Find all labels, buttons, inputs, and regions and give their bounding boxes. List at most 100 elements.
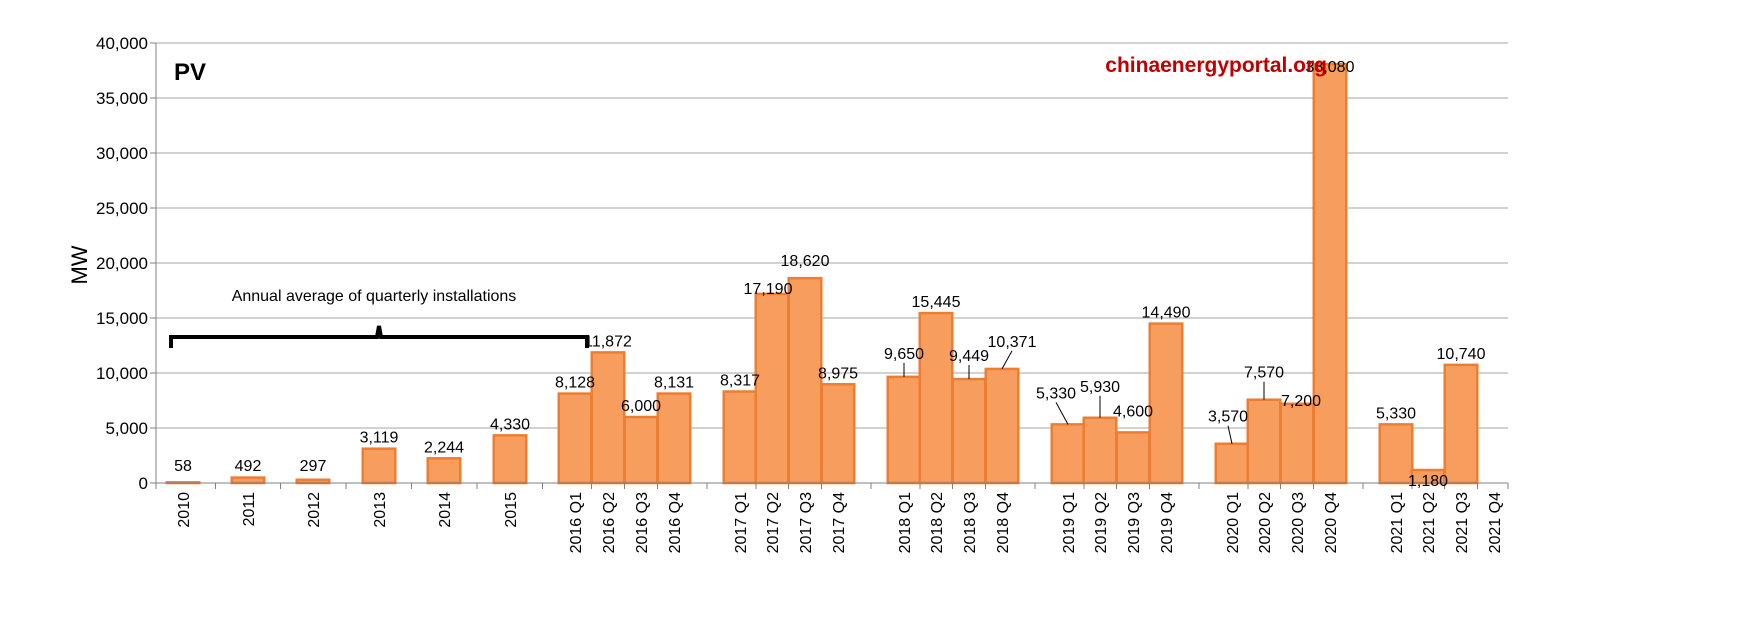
bar <box>492 434 528 485</box>
bar <box>754 292 790 485</box>
data-label: 14,490 <box>1142 305 1191 322</box>
label-leader-line <box>1001 350 1013 370</box>
y-tick-label: 25,000 <box>96 199 148 218</box>
x-tick-label: 2017 Q1 <box>733 492 750 553</box>
x-tick-label: 2018 Q4 <box>995 492 1012 553</box>
x-tick-label: 2019 Q4 <box>1159 492 1176 553</box>
x-tick-label: 2020 Q2 <box>1257 492 1274 553</box>
data-label: 8,128 <box>555 375 595 392</box>
bar <box>361 447 397 485</box>
data-label: 297 <box>300 458 327 475</box>
bar <box>1148 322 1184 485</box>
x-tick-label: 2011 <box>241 492 258 527</box>
data-label: 6,000 <box>621 398 661 415</box>
bar <box>1214 442 1250 485</box>
data-label: 7,570 <box>1244 365 1284 382</box>
bar <box>787 276 823 485</box>
bar <box>590 351 626 485</box>
data-label: 8,317 <box>720 373 760 390</box>
bar <box>1312 62 1348 485</box>
data-label: 1,180 <box>1408 473 1448 490</box>
data-label: 7,200 <box>1281 393 1321 410</box>
data-label: 8,131 <box>654 375 694 392</box>
data-label: 3,570 <box>1208 409 1248 426</box>
y-axis-ticks: 0 5,000 10,000 15,000 20,000 25,000 30,000 35,0… <box>96 34 156 493</box>
y-tick-label: 40,000 <box>96 34 148 53</box>
bar <box>656 392 692 485</box>
x-tick-label: 2014 <box>437 492 454 528</box>
x-tick-label: 2021 Q1 <box>1389 492 1406 553</box>
x-tick-label: 2021 Q4 <box>1487 492 1504 553</box>
bar <box>1115 431 1151 485</box>
data-label: 8,975 <box>818 365 858 382</box>
data-label: 17,190 <box>744 281 793 298</box>
x-tick-label: 2017 Q3 <box>798 492 815 553</box>
x-tick-label: 2019 Q1 <box>1061 492 1078 553</box>
bar <box>1050 423 1086 485</box>
y-tick-label: 20,000 <box>96 254 148 273</box>
data-label: 9,449 <box>949 348 989 365</box>
bar <box>722 390 758 485</box>
annual-average-bracket <box>169 325 589 348</box>
annual-average-note: Annual average of quarterly installation… <box>232 288 517 305</box>
x-tick-label: 2015 <box>503 492 520 528</box>
x-tick-label: 2018 Q1 <box>897 492 914 553</box>
x-tick-label: 2016 Q1 <box>568 492 585 553</box>
y-tick-label: 5,000 <box>105 419 148 438</box>
y-tick-label: 30,000 <box>96 144 148 163</box>
bar <box>1279 402 1315 485</box>
x-tick-label: 2016 Q3 <box>634 492 651 553</box>
data-label: 9,650 <box>884 346 924 363</box>
category-labels: 2010 2011 2012 2013 2014 2015 2016 Q1 2016 Q2 20… <box>176 492 1504 553</box>
label-leader-line <box>1055 402 1069 425</box>
x-tick-label: 2021 Q2 <box>1421 492 1438 553</box>
label-leader-line <box>1227 425 1233 444</box>
y-axis-title: MW <box>67 245 92 284</box>
gridlines <box>156 42 1508 429</box>
data-label: 58 <box>174 458 192 475</box>
data-label: 2,244 <box>424 439 464 456</box>
x-tick-label: 2019 Q3 <box>1126 492 1143 553</box>
x-tick-label: 2012 <box>306 492 323 528</box>
bar <box>623 415 659 485</box>
data-label: 5,330 <box>1036 385 1076 402</box>
x-tick-label: 2018 Q3 <box>962 492 979 553</box>
bar <box>1443 363 1479 485</box>
data-label: 492 <box>235 458 262 475</box>
data-labels: 58 492 297 3,119 2,244 4,330 8,128 11,872 6,000 8… <box>174 59 1485 490</box>
data-label: 4,330 <box>490 416 530 433</box>
bar <box>820 383 856 485</box>
data-label: 5,330 <box>1376 405 1416 422</box>
data-label: 11,872 <box>584 333 632 350</box>
data-label: 15,445 <box>912 294 961 311</box>
y-tick-label: 0 <box>139 474 148 493</box>
data-label: 5,930 <box>1080 379 1120 396</box>
x-tick-label: 2017 Q2 <box>765 492 782 553</box>
bar <box>426 457 462 485</box>
bar <box>984 367 1020 485</box>
y-tick-label: 35,000 <box>96 89 148 108</box>
bar <box>886 375 922 485</box>
bars <box>165 62 1479 485</box>
x-axis <box>155 43 1509 489</box>
bar <box>1246 398 1282 485</box>
chart-title: PV <box>174 59 206 86</box>
bar <box>557 392 593 485</box>
x-tick-label: 2020 Q3 <box>1290 492 1307 553</box>
data-label: 4,600 <box>1113 403 1153 420</box>
y-tick-label: 10,000 <box>96 364 148 383</box>
data-label: 3,119 <box>360 430 399 447</box>
data-label: 18,620 <box>781 253 830 270</box>
bar <box>230 476 266 485</box>
x-tick-label: 2010 <box>176 492 193 528</box>
x-tick-label: 2016 Q4 <box>667 492 684 553</box>
data-label: 10,371 <box>988 334 1037 351</box>
bar <box>951 377 987 485</box>
x-tick-label: 2020 Q4 <box>1323 492 1340 553</box>
bar <box>1082 416 1118 485</box>
data-label: 10,740 <box>1437 346 1486 363</box>
x-tick-label: 2013 <box>372 492 389 528</box>
x-tick-label: 2016 Q2 <box>601 492 618 553</box>
x-tick-label: 2019 Q2 <box>1093 492 1110 553</box>
